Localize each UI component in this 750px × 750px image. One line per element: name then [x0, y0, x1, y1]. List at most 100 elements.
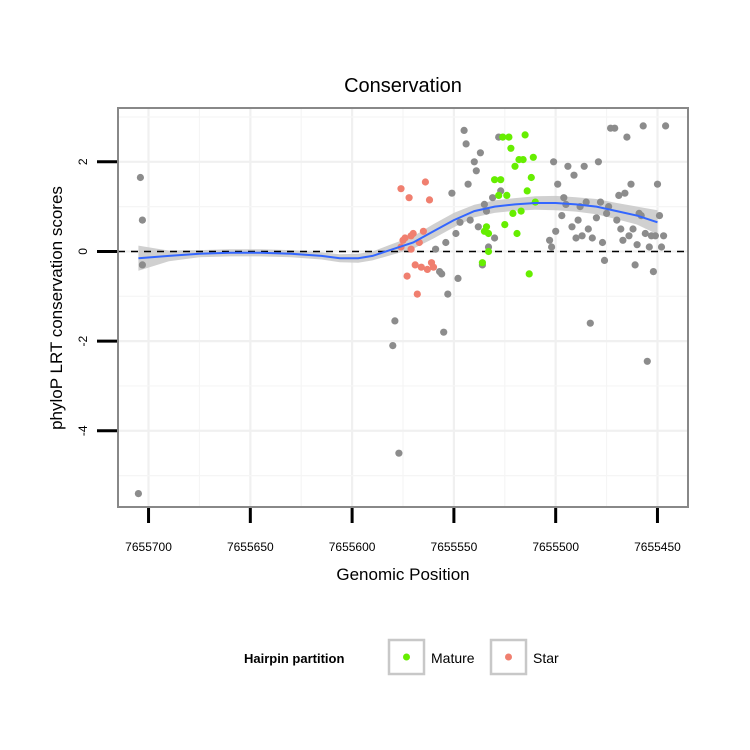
- point-other: [432, 245, 440, 253]
- point-other: [489, 194, 497, 202]
- point-other: [600, 256, 609, 264]
- point-star: [409, 229, 417, 238]
- point-other: [570, 171, 578, 179]
- point-other: [444, 290, 452, 298]
- point-other: [574, 216, 582, 224]
- point-other: [645, 243, 653, 251]
- point-other: [389, 342, 397, 350]
- point-star: [423, 265, 431, 273]
- point-other: [138, 261, 146, 269]
- point-other: [603, 209, 611, 217]
- smooth-ribbon: [138, 195, 658, 271]
- point-other: [134, 490, 142, 498]
- point-other: [462, 140, 470, 148]
- point-other: [611, 124, 619, 132]
- point-mature: [484, 247, 493, 256]
- y-tick-label: 0: [76, 248, 90, 255]
- point-other: [619, 236, 627, 244]
- point-other: [596, 198, 605, 206]
- grid: [118, 108, 688, 507]
- legend-swatch-mature: [403, 653, 410, 661]
- point-other: [592, 214, 601, 222]
- point-other: [568, 223, 576, 231]
- point-other: [627, 180, 635, 188]
- point-mature: [513, 229, 521, 238]
- point-other: [438, 270, 446, 278]
- legend: Hairpin partition Mature Star: [244, 638, 559, 676]
- point-other: [558, 212, 566, 220]
- point-other: [136, 173, 144, 182]
- point-mature: [527, 173, 535, 182]
- smooth-line: [138, 202, 658, 260]
- point-other: [554, 180, 562, 188]
- point-other: [651, 232, 660, 240]
- point-other: [460, 126, 468, 134]
- point-other: [588, 234, 596, 242]
- point-other: [470, 158, 478, 166]
- point-star: [401, 234, 409, 242]
- point-mature: [501, 221, 509, 229]
- point-mature: [497, 176, 505, 184]
- x-axis: 7655700 7655650 7655600 7655550 7655500 76554…: [125, 508, 681, 554]
- point-other: [560, 194, 568, 202]
- point-mature: [491, 176, 499, 184]
- point-other: [584, 225, 592, 233]
- point-other: [621, 189, 629, 197]
- point-other: [641, 229, 649, 238]
- point-other: [448, 189, 456, 197]
- x-tick-label: 7655450: [634, 540, 681, 554]
- point-other: [546, 236, 554, 244]
- point-other: [594, 158, 603, 166]
- point-other: [643, 357, 651, 365]
- point-star: [429, 263, 438, 271]
- legend-label-star: Star: [533, 650, 559, 666]
- y-tick-label: -4: [76, 425, 90, 436]
- point-other: [617, 225, 625, 233]
- point-other: [466, 216, 474, 224]
- point-other: [476, 149, 484, 157]
- smooth-line-layer: [138, 202, 658, 260]
- point-mature: [507, 144, 515, 152]
- legend-swatch-star: [505, 653, 512, 661]
- point-mature: [521, 131, 529, 139]
- point-other: [649, 268, 658, 276]
- point-star: [405, 194, 413, 202]
- point-mature: [482, 223, 491, 231]
- x-tick-label: 7655600: [329, 540, 376, 554]
- point-other: [653, 180, 662, 188]
- point-other: [138, 216, 146, 224]
- point-other: [615, 191, 623, 199]
- point-other: [564, 162, 572, 170]
- point-other: [623, 133, 631, 141]
- legend-label-mature: Mature: [431, 650, 475, 666]
- point-other: [655, 212, 664, 220]
- y-tick-label: 2: [76, 158, 90, 165]
- point-other: [582, 198, 590, 206]
- point-other: [578, 232, 586, 240]
- point-other: [452, 229, 460, 238]
- point-other: [613, 216, 621, 224]
- point-mature: [517, 207, 525, 215]
- point-other: [480, 200, 488, 208]
- plot-border: [117, 107, 689, 508]
- point-other: [395, 449, 403, 457]
- point-star: [411, 261, 419, 269]
- point-mature: [511, 162, 519, 170]
- point-other: [631, 261, 639, 269]
- point-other: [442, 238, 450, 247]
- point-star: [425, 196, 434, 204]
- point-mature: [519, 156, 527, 164]
- point-other: [464, 180, 472, 188]
- point-mature: [503, 191, 511, 199]
- point-other: [474, 223, 482, 231]
- point-mature: [529, 153, 537, 161]
- point-other: [629, 225, 637, 233]
- point-mature: [478, 259, 486, 267]
- point-other: [662, 122, 670, 130]
- point-mature: [523, 187, 531, 195]
- legend-title: Hairpin partition: [244, 651, 344, 666]
- point-other: [552, 227, 560, 235]
- point-other: [456, 218, 464, 226]
- x-tick-label: 7655500: [532, 540, 579, 554]
